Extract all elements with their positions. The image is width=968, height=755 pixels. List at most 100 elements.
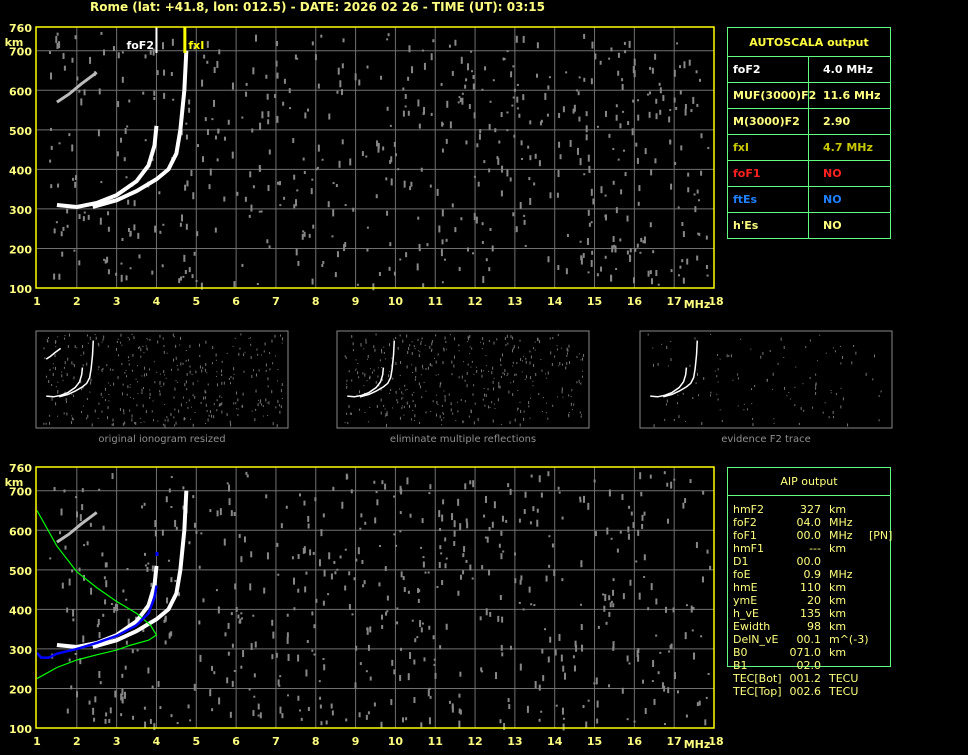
thumbnail-3 (639, 330, 893, 429)
x-tick-label: 12 (467, 295, 482, 308)
noise-dot (399, 416, 401, 420)
noise-dot (576, 381, 578, 384)
noise-dot (481, 670, 484, 673)
noise-dot (301, 233, 304, 240)
noise-dot (692, 607, 695, 611)
noise-dot (441, 424, 443, 426)
noise-dot (851, 361, 853, 365)
noise-dot (66, 401, 68, 404)
aip-row: foF1 00.0 MHz [PN] (733, 529, 893, 542)
noise-dot (409, 652, 412, 660)
noise-dot (117, 338, 119, 340)
noise-dot (488, 267, 491, 272)
noise-dot (391, 659, 394, 666)
noise-dot (570, 402, 572, 406)
noise-dot (557, 486, 560, 490)
noise-dot (587, 209, 590, 216)
noise-dot (523, 410, 525, 413)
noise-dot (52, 363, 54, 365)
noise-dot (583, 77, 586, 82)
noise-dot (80, 98, 83, 106)
noise-dot (489, 611, 492, 617)
noise-dot (566, 361, 568, 365)
noise-dot (65, 398, 67, 402)
y-tick-label: 200 (9, 683, 32, 696)
noise-dot (587, 154, 590, 162)
noise-dot (705, 696, 708, 699)
noise-dot (279, 410, 281, 414)
noise-dot (102, 367, 104, 370)
noise-dot (121, 76, 124, 83)
noise-dot (737, 377, 739, 380)
noise-dot (385, 413, 387, 417)
x-mode-trace (92, 490, 189, 649)
noise-dot (541, 410, 543, 412)
noise-dot (445, 623, 448, 630)
noise-dot (537, 337, 539, 341)
noise-dot (840, 345, 842, 347)
noise-dot (182, 275, 185, 278)
noise-dot (580, 415, 582, 418)
noise-dot (310, 188, 313, 195)
noise-dot (678, 274, 681, 277)
noise-dot (319, 704, 322, 709)
noise-dot (103, 49, 106, 56)
noise-dot (149, 338, 151, 341)
noise-dot (357, 547, 360, 555)
noise-dot (655, 113, 658, 120)
noise-dot (134, 421, 136, 424)
noise-dot (832, 347, 834, 349)
noise-dot (358, 712, 361, 718)
noise-dot (612, 646, 615, 651)
noise-dot (186, 372, 188, 376)
noise-dot (120, 137, 123, 143)
noise-dot (231, 680, 234, 687)
noise-dot (468, 103, 471, 109)
noise-dot (458, 720, 461, 728)
noise-dot (76, 76, 79, 81)
noise-dot (632, 99, 635, 103)
noise-dot (433, 663, 436, 666)
noise-dot (328, 552, 331, 560)
x-axis-label: MHz (684, 738, 711, 751)
noise-dot (43, 422, 45, 425)
noise-dot (628, 662, 631, 665)
noise-dot (580, 382, 582, 385)
noise-dot (557, 334, 559, 337)
noise-dot (510, 71, 513, 78)
noise-dot (430, 112, 433, 116)
noise-dot (503, 58, 506, 61)
noise-dot (652, 363, 654, 367)
noise-dot (106, 256, 109, 263)
noise-dot (520, 575, 523, 581)
noise-dot (78, 89, 81, 93)
noise-dot (108, 393, 110, 395)
noise-dot (582, 357, 584, 361)
noise-dot (479, 129, 482, 134)
thumbnail-frame (35, 330, 289, 429)
noise-dot (143, 352, 145, 354)
noise-dot (805, 346, 807, 349)
noise-dot (439, 545, 442, 550)
noise-dot (673, 478, 676, 481)
aip-row: ymE 20 km (733, 594, 847, 607)
noise-dot (630, 511, 633, 516)
noise-dot (140, 355, 142, 358)
noise-dot (492, 419, 494, 423)
noise-dot (784, 386, 786, 390)
noise-dot (419, 620, 422, 628)
noise-dot (548, 76, 551, 79)
noise-dot (696, 255, 699, 261)
noise-dot (429, 363, 431, 367)
noise-dot (55, 345, 57, 347)
noise-dot (69, 333, 71, 337)
noise-dot (603, 605, 606, 612)
noise-dot (264, 342, 266, 346)
noise-dot (144, 721, 147, 729)
x-tick-label: 9 (352, 295, 360, 308)
noise-dot (411, 352, 413, 356)
noise-dot (519, 663, 522, 671)
noise-dot (235, 606, 238, 612)
noise-dot (56, 42, 59, 49)
noise-dot (600, 266, 603, 272)
